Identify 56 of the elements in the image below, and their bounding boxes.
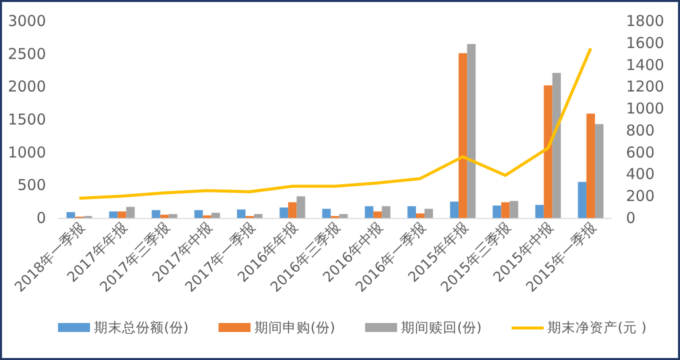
bar (126, 206, 135, 218)
bar (586, 114, 595, 218)
y2-tick-label: 200 (626, 187, 655, 206)
bar (424, 208, 434, 218)
y-tick-label: 2500 (8, 44, 46, 63)
bar (296, 196, 306, 218)
legend-label: 期间申购(份) (254, 320, 336, 336)
bar (407, 206, 416, 218)
bar (492, 206, 502, 218)
y2-tick-label: 1200 (626, 78, 664, 96)
y-tick-label: 1000 (8, 143, 46, 162)
y-tick-label: 1500 (8, 110, 46, 128)
bar (535, 204, 544, 218)
bar (254, 214, 263, 218)
bar (364, 206, 374, 218)
bar (416, 213, 424, 218)
bar (280, 207, 288, 218)
bar (373, 211, 382, 218)
y-tick-label: 3000 (8, 12, 46, 30)
bar (236, 209, 246, 218)
bar (152, 210, 160, 218)
y2-tick-label: 600 (626, 143, 655, 162)
y-tick-label: 0 (36, 209, 46, 227)
y2-tick-label: 1000 (626, 100, 664, 118)
bar (382, 206, 390, 218)
legend-label: 期间赎回(份) (401, 320, 482, 336)
bar (578, 182, 586, 218)
y2-tick-label: 1600 (626, 34, 664, 52)
bar (458, 53, 468, 218)
bar (544, 85, 552, 218)
bar (467, 44, 476, 218)
bar (168, 214, 178, 218)
bar (510, 200, 518, 218)
bar (160, 214, 169, 218)
legend-label: 期末净资产(元 ) (548, 320, 646, 336)
bar (339, 214, 348, 218)
y2-tick-label: 1800 (626, 12, 664, 30)
y2-tick-label: 800 (626, 121, 655, 140)
y-tick-label: 500 (17, 176, 46, 194)
bar (552, 72, 561, 218)
bar (118, 211, 126, 218)
bar (202, 215, 212, 218)
bar (322, 208, 331, 218)
legend-label: 期末总份额(份) (94, 320, 189, 336)
bar (594, 124, 604, 218)
y2-tick-label: 400 (626, 165, 655, 184)
bar (211, 212, 220, 218)
y2-tick-label: 0 (626, 209, 636, 227)
y2-tick-label: 1400 (626, 56, 664, 74)
bar (194, 210, 203, 218)
bar (66, 212, 76, 218)
bar (501, 202, 510, 218)
bar (109, 211, 118, 218)
bar (288, 202, 297, 218)
y-tick-label: 2000 (8, 78, 46, 96)
bar (450, 202, 459, 218)
